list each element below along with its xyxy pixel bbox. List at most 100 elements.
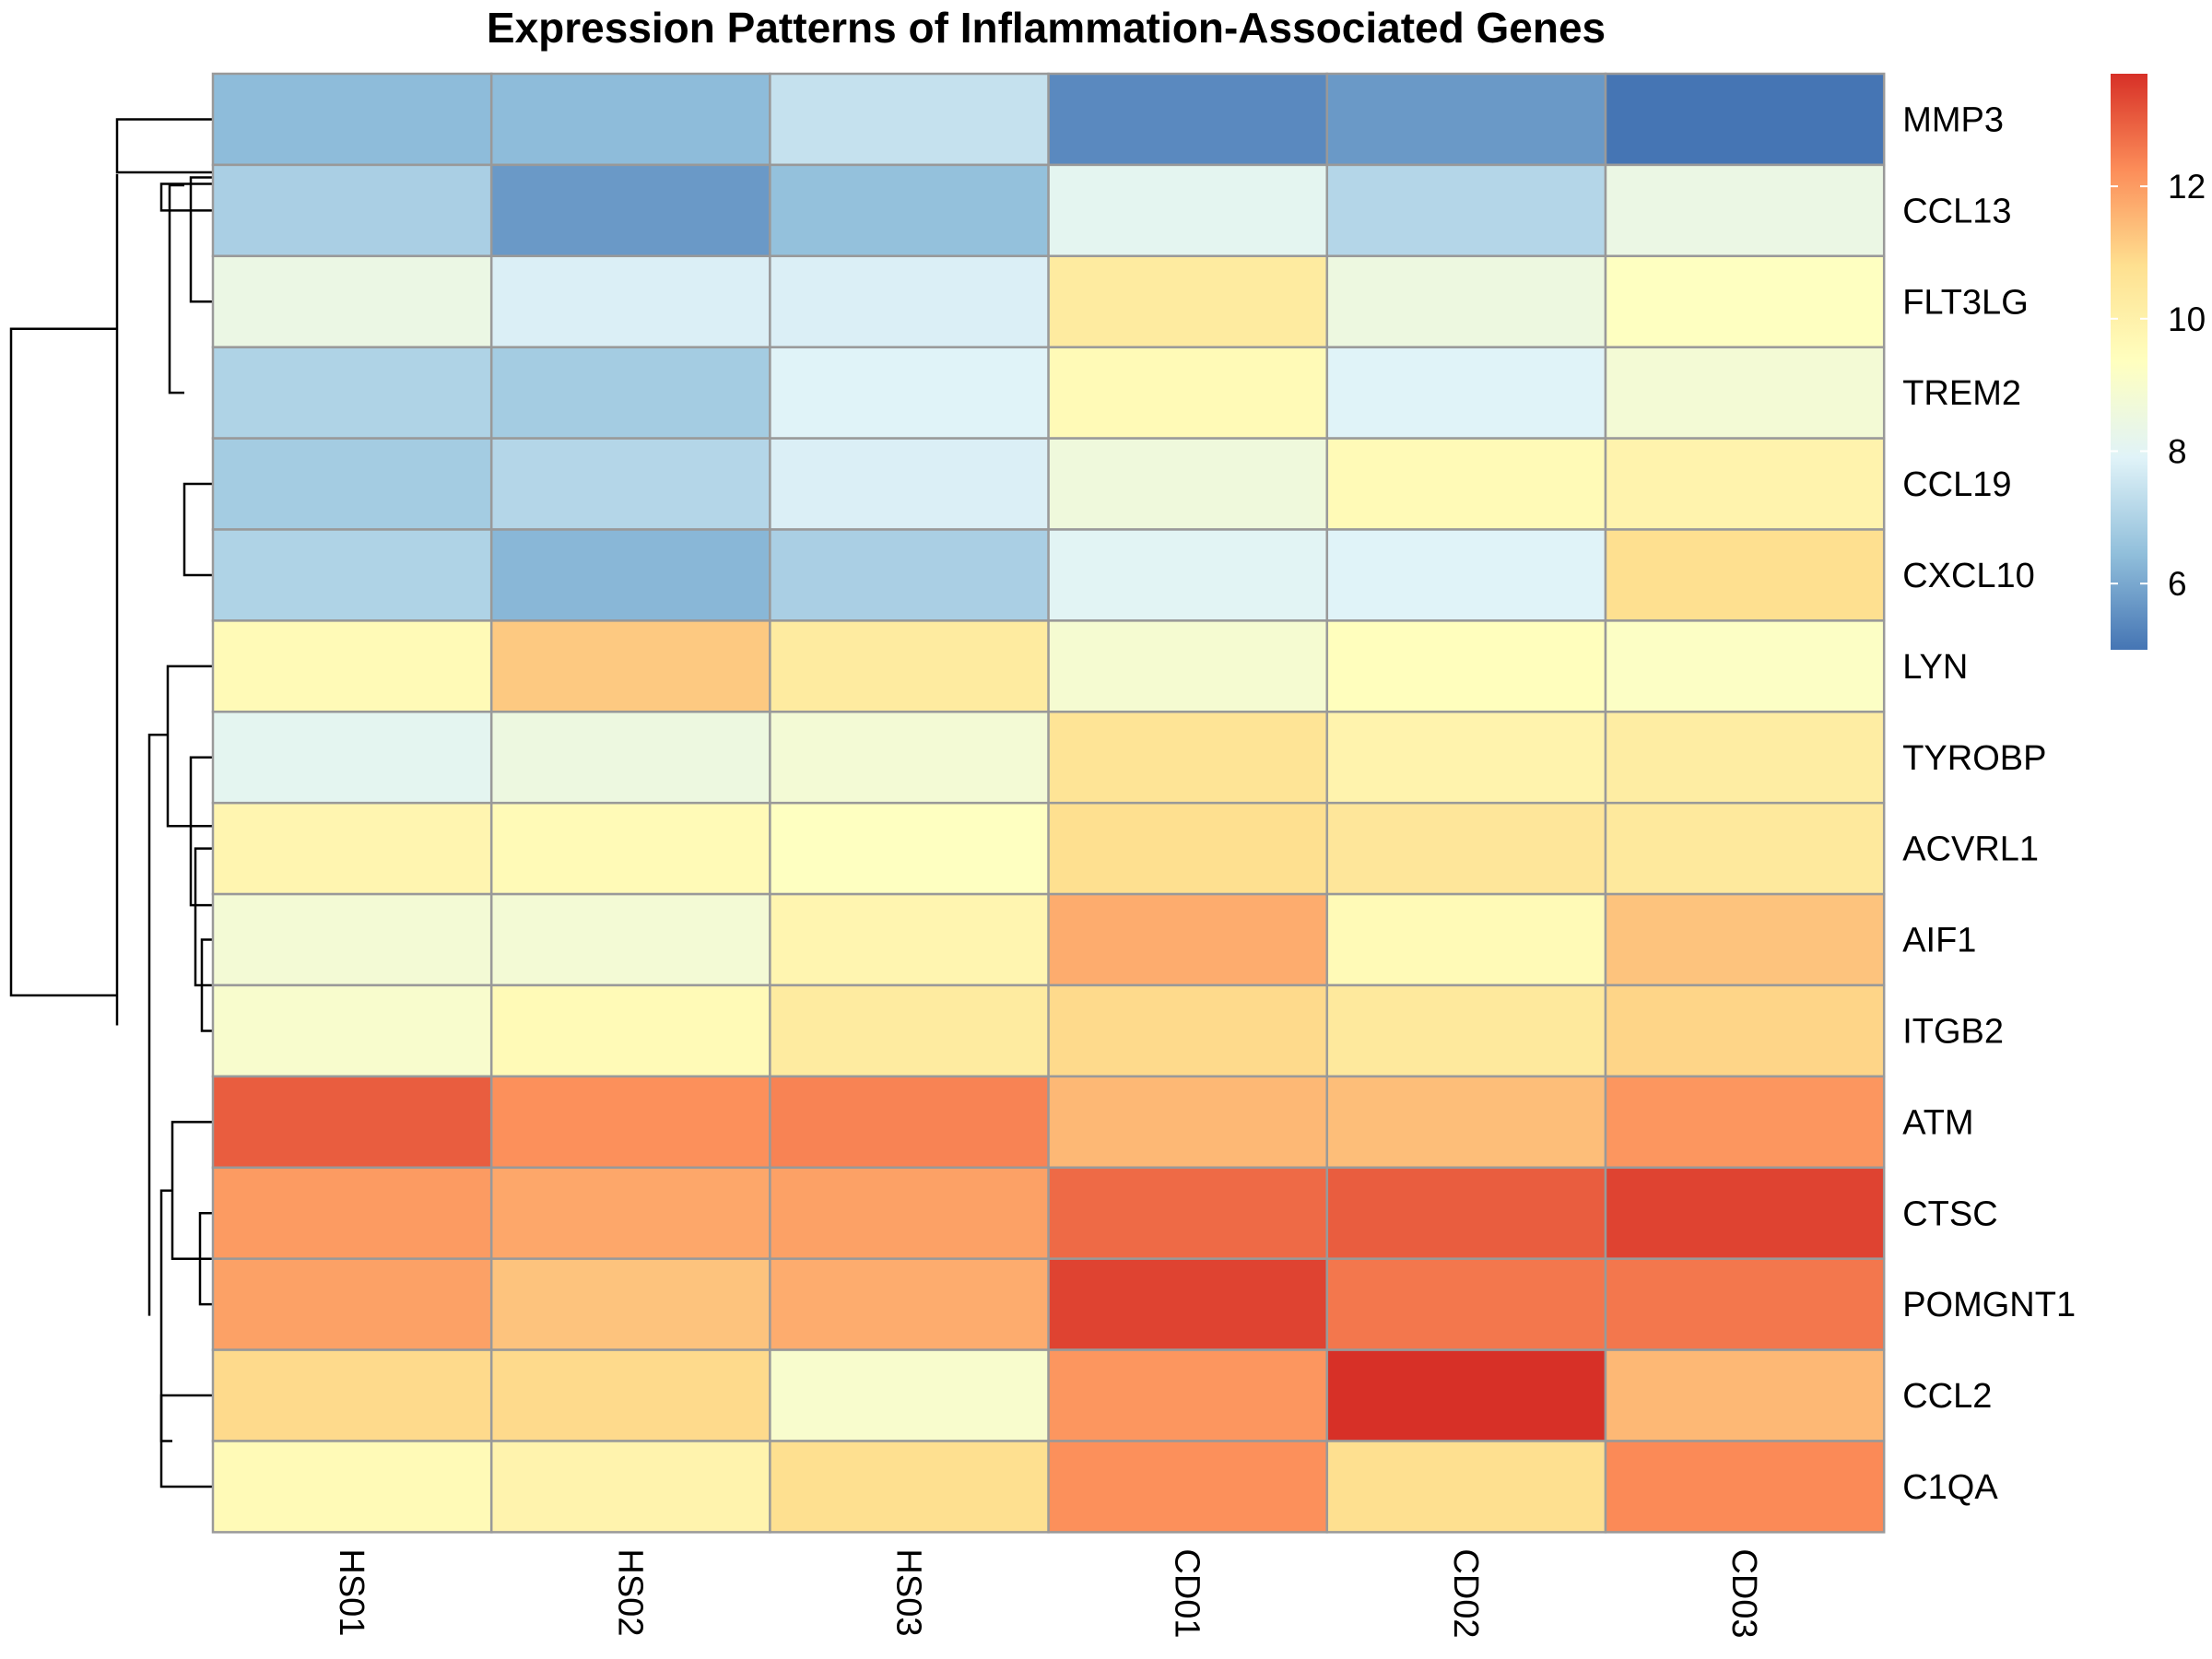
row-label-trem2: TREM2 bbox=[1902, 374, 2021, 413]
cell-cxcl10-hs03 bbox=[769, 528, 1050, 622]
cell-atm-cd03 bbox=[1604, 1075, 1886, 1170]
cell-lyn-hs02 bbox=[489, 619, 771, 713]
cell-c1qa-hs02 bbox=[489, 1440, 771, 1534]
cell-tyrobp-hs01 bbox=[211, 711, 493, 805]
cell-aif1-hs01 bbox=[211, 892, 493, 987]
cell-ccl19-hs01 bbox=[211, 437, 493, 531]
cell-trem2-cd02 bbox=[1325, 346, 1607, 440]
cell-atm-hs03 bbox=[769, 1075, 1050, 1170]
cell-itgb2-hs01 bbox=[211, 983, 493, 1078]
cell-c1qa-cd03 bbox=[1604, 1440, 1886, 1534]
row-label-ctsc: CTSC bbox=[1902, 1194, 1997, 1233]
cell-ccl2-cd03 bbox=[1604, 1348, 1886, 1442]
cell-atm-cd02 bbox=[1325, 1075, 1607, 1170]
cell-lyn-hs03 bbox=[769, 619, 1050, 713]
row-label-flt3lg: FLT3LG bbox=[1902, 283, 2029, 322]
cell-ccl2-cd01 bbox=[1047, 1348, 1329, 1442]
color-scale-tick-label: 10 bbox=[2168, 300, 2206, 338]
cell-pomgnt1-cd03 bbox=[1604, 1257, 1886, 1351]
cell-ccl19-hs03 bbox=[769, 437, 1050, 531]
cell-ccl2-hs01 bbox=[211, 1348, 493, 1442]
cell-trem2-hs01 bbox=[211, 346, 493, 440]
cell-mmp3-hs01 bbox=[211, 72, 493, 167]
cell-cxcl10-hs02 bbox=[489, 528, 771, 622]
cell-itgb2-hs02 bbox=[489, 983, 771, 1078]
cell-trem2-cd03 bbox=[1604, 346, 1886, 440]
color-scale-legend: 6 8 10 12 bbox=[2111, 74, 2206, 650]
row-label-cxcl10: CXCL10 bbox=[1902, 557, 2035, 595]
chart-title: Expression Patterns of Inflammation-Asso… bbox=[487, 4, 1606, 52]
color-scale-bar bbox=[2111, 74, 2147, 650]
cell-c1qa-hs03 bbox=[769, 1440, 1050, 1534]
cell-itgb2-cd03 bbox=[1604, 983, 1886, 1078]
cell-mmp3-hs03 bbox=[769, 72, 1050, 167]
cell-ccl13-hs01 bbox=[211, 163, 493, 258]
row-label-lyn: LYN bbox=[1902, 648, 1968, 687]
cell-lyn-hs01 bbox=[211, 619, 493, 713]
cell-flt3lg-hs03 bbox=[769, 254, 1050, 348]
cell-ctsc-hs02 bbox=[489, 1166, 771, 1260]
cell-ccl2-hs02 bbox=[489, 1348, 771, 1442]
cell-tyrobp-hs02 bbox=[489, 711, 771, 805]
cell-ccl13-hs02 bbox=[489, 163, 771, 258]
cell-trem2-cd01 bbox=[1047, 346, 1329, 440]
cell-itgb2-cd01 bbox=[1047, 983, 1329, 1078]
cell-ccl19-cd01 bbox=[1047, 437, 1329, 531]
row-label-mmp3: MMP3 bbox=[1902, 100, 2004, 139]
cell-ccl13-cd01 bbox=[1047, 163, 1329, 258]
cell-atm-cd01 bbox=[1047, 1075, 1329, 1170]
column-label-hs02: HS02 bbox=[610, 1548, 649, 1636]
cell-c1qa-cd01 bbox=[1047, 1440, 1329, 1534]
cell-ctsc-hs03 bbox=[769, 1166, 1050, 1260]
cell-atm-hs02 bbox=[489, 1075, 771, 1170]
cell-acvrl1-hs03 bbox=[769, 801, 1050, 896]
column-label-cd01: CD01 bbox=[1168, 1548, 1206, 1638]
cell-cxcl10-cd01 bbox=[1047, 528, 1329, 622]
row-label-pomgnt1: POMGNT1 bbox=[1902, 1286, 2076, 1324]
column-label-cd03: CD03 bbox=[1724, 1548, 1763, 1638]
cell-trem2-hs02 bbox=[489, 346, 771, 440]
cell-acvrl1-cd01 bbox=[1047, 801, 1329, 896]
cell-c1qa-hs01 bbox=[211, 1440, 493, 1534]
cell-acvrl1-cd03 bbox=[1604, 801, 1886, 896]
cell-flt3lg-hs01 bbox=[211, 254, 493, 348]
cell-ctsc-cd03 bbox=[1604, 1166, 1886, 1260]
cell-flt3lg-cd03 bbox=[1604, 254, 1886, 348]
row-dendrogram bbox=[9, 118, 212, 1488]
color-scale-tick-label: 8 bbox=[2168, 432, 2187, 470]
dendrogram-branch bbox=[171, 1121, 212, 1260]
cell-acvrl1-hs01 bbox=[211, 801, 493, 896]
cell-aif1-cd01 bbox=[1047, 892, 1329, 987]
cell-itgb2-cd02 bbox=[1325, 983, 1607, 1078]
column-label-cd02: CD02 bbox=[1446, 1548, 1485, 1638]
dendrogram-branch bbox=[159, 182, 212, 212]
cell-mmp3-cd02 bbox=[1325, 72, 1607, 167]
dendrogram-branch bbox=[147, 734, 168, 1316]
row-label-ccl2: CCL2 bbox=[1902, 1377, 1992, 1416]
row-label-itgb2: ITGB2 bbox=[1902, 1012, 2004, 1051]
cell-ccl13-hs03 bbox=[769, 163, 1050, 258]
cell-pomgnt1-hs01 bbox=[211, 1257, 493, 1351]
cell-tyrobp-cd02 bbox=[1325, 711, 1607, 805]
color-scale-tick-label: 12 bbox=[2168, 168, 2206, 206]
cell-ctsc-hs01 bbox=[211, 1166, 493, 1260]
row-label-acvrl1: ACVRL1 bbox=[1902, 830, 2039, 869]
cell-cxcl10-hs01 bbox=[211, 528, 493, 622]
cell-mmp3-cd03 bbox=[1604, 72, 1886, 167]
cell-ctsc-cd02 bbox=[1325, 1166, 1607, 1260]
cell-flt3lg-hs02 bbox=[489, 254, 771, 348]
cell-ccl13-cd02 bbox=[1325, 163, 1607, 258]
cell-lyn-cd01 bbox=[1047, 619, 1329, 713]
row-label-aif1: AIF1 bbox=[1902, 922, 1976, 960]
cell-ccl2-hs03 bbox=[769, 1348, 1050, 1442]
cell-pomgnt1-cd01 bbox=[1047, 1257, 1329, 1351]
cell-pomgnt1-hs03 bbox=[769, 1257, 1050, 1351]
cell-mmp3-hs02 bbox=[489, 72, 771, 167]
cell-ccl19-cd03 bbox=[1604, 437, 1886, 531]
cell-lyn-cd02 bbox=[1325, 619, 1607, 713]
heatmap-cells bbox=[211, 72, 1886, 1534]
row-label-tyrobp: TYROBP bbox=[1902, 739, 2046, 778]
dendrogram-branch bbox=[182, 482, 212, 577]
dendrogram-branch bbox=[115, 118, 212, 174]
cell-acvrl1-cd02 bbox=[1325, 801, 1607, 896]
